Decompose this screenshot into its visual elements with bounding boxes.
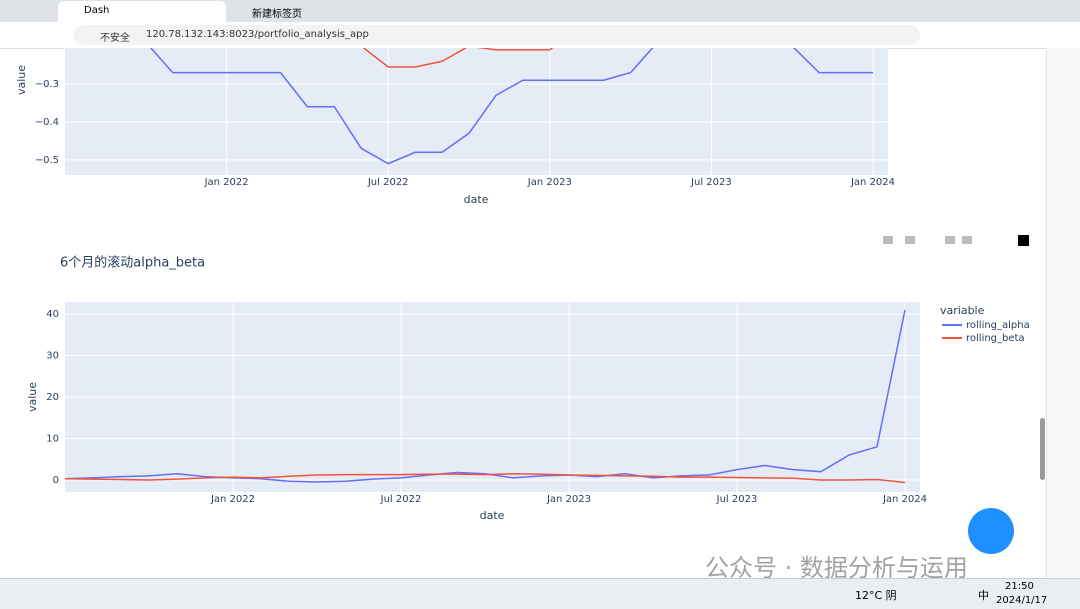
y-tick-label: 40 [46,309,59,320]
modebar-button[interactable] [905,236,915,244]
modebar-button[interactable] [883,236,893,244]
series-line [65,472,906,484]
x-tick-label: Jul 2023 [690,177,732,188]
x-tick-label: Jul 2023 [716,494,758,505]
y-tick-label: 30 [46,351,59,362]
taskbar: 12°C 阴 中 21:50 2024/1/17 [0,578,1080,609]
address-bar: 不安全 120.78.132.143:8023/portfolio_analys… [0,22,1080,49]
modebar [883,235,1029,246]
url: 120.78.132.143:8023/portfolio_analysis_a… [146,29,369,40]
modebar-button[interactable] [945,236,955,244]
clock-time: 21:50 [1005,581,1034,592]
x-axis-label: date [480,509,505,522]
series-line [149,48,873,165]
x-tick-label: Jan 2022 [210,494,255,505]
y-tick-label: −0.5 [35,155,59,166]
chart-title: 6个月的滚动alpha_beta [60,255,205,271]
sidebar [1046,48,1080,578]
series-group [149,48,873,165]
y-tick-label: 20 [46,392,59,403]
security-label: 不安全 [100,33,130,44]
legend-label: rolling_beta [966,333,1025,344]
y-tick-label: 0 [53,475,59,486]
tab-title: 新建标签页 [252,9,302,20]
x-tick-label: Jan 2022 [204,177,249,188]
x-tick-label: Jul 2022 [380,494,422,505]
url-box[interactable]: 不安全 120.78.132.143:8023/portfolio_analys… [74,25,920,45]
weather: 12°C 阴 [855,589,897,602]
legend-title: variable [940,304,985,317]
tab-strip: Dash 新建标签页 [0,0,1080,22]
y-tick-label: −0.4 [35,117,59,128]
y-axis-label: value [15,65,28,95]
code-button[interactable] [968,508,1014,554]
watermark: 公众号 · 数据分析与运用 [705,554,968,582]
tab[interactable]: 新建标签页 [230,1,390,22]
modebar-button[interactable] [962,236,972,244]
clock-date: 2024/1/17 [996,595,1048,606]
series-line [65,309,906,483]
tab[interactable]: Dash [58,1,226,22]
ime: 中 [978,589,989,602]
x-tick-label: Jan 2024 [882,494,927,505]
x-axis-label: date [464,193,489,206]
y-tick-label: −0.3 [35,79,59,90]
y-tick-label: 10 [46,433,59,444]
charts: −0.3 −0.4 −0.5 Jan 2022 Jul 2022 Jan 2023 Jul … [15,48,1030,522]
x-tick-label: Jan 2023 [546,494,591,505]
series-group [65,309,906,484]
modebar-button[interactable] [1018,235,1029,246]
x-tick-label: Jan 2024 [850,177,895,188]
scrollbar [1040,418,1045,480]
y-axis-label: value [26,382,39,412]
legend-label: rolling_alpha [966,320,1030,331]
x-tick-label: Jul 2022 [367,177,409,188]
plot-area [65,48,888,175]
tab-title: Dash [84,5,110,16]
x-tick-label: Jan 2023 [527,177,572,188]
